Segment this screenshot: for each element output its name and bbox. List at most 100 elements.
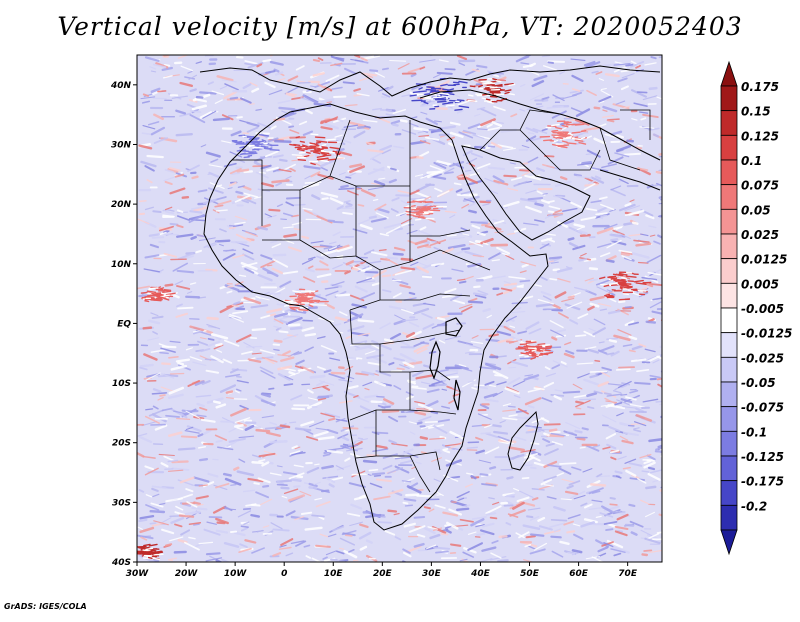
- velocity-streak: [140, 201, 146, 202]
- velocity-streak: [338, 149, 344, 150]
- velocity-patch-streak: [412, 206, 415, 207]
- colorbar-swatch: [721, 111, 737, 136]
- velocity-streak: [622, 277, 626, 278]
- velocity-streak: [373, 473, 384, 474]
- colorbar-label: 0.025: [741, 228, 779, 242]
- colorbar-swatch: [721, 333, 737, 358]
- lon-tick-label: 70E: [618, 569, 638, 579]
- velocity-streak: [649, 468, 654, 469]
- lat-tick-label: 20S: [112, 439, 131, 449]
- velocity-streak: [171, 224, 178, 225]
- velocity-streak: [481, 433, 490, 434]
- velocity-patch-streak: [253, 144, 261, 145]
- velocity-streak: [489, 49, 501, 55]
- velocity-streak: [391, 168, 396, 169]
- velocity-streak: [268, 265, 272, 266]
- velocity-patch-streak: [407, 215, 413, 216]
- velocity-streak: [472, 425, 481, 426]
- velocity-streak: [548, 215, 562, 216]
- velocity-streak: [445, 69, 454, 70]
- velocity-streak: [344, 444, 348, 445]
- lon-tick-label: 20E: [373, 569, 393, 579]
- colorbar-label: -0.05: [741, 376, 776, 390]
- velocity-streak: [269, 210, 279, 211]
- velocity-patch-streak: [609, 276, 616, 277]
- velocity-streak: [178, 308, 192, 309]
- velocity-patch-streak: [546, 346, 552, 347]
- velocity-streak: [423, 277, 431, 278]
- velocity-streak: [166, 544, 171, 545]
- velocity-streak: [462, 248, 469, 249]
- velocity-patch-streak: [149, 558, 152, 559]
- velocity-streak: [441, 534, 447, 535]
- colorbar-swatch: [721, 283, 737, 308]
- velocity-streak: [178, 363, 182, 364]
- velocity-streak: [605, 393, 611, 394]
- lon-tick-label: 20W: [175, 569, 199, 579]
- velocity-streak: [497, 80, 505, 81]
- velocity-streak: [290, 372, 295, 374]
- velocity-streak: [392, 371, 402, 372]
- velocity-patch-streak: [330, 152, 334, 153]
- velocity-patch-streak: [270, 150, 279, 151]
- velocity-streak: [422, 452, 426, 453]
- velocity-streak: [152, 393, 166, 394]
- velocity-streak: [434, 547, 449, 548]
- velocity-streak: [576, 408, 580, 409]
- velocity-streak: [438, 318, 444, 320]
- velocity-streak: [591, 371, 607, 372]
- velocity-streak: [417, 409, 428, 410]
- velocity-patch-streak: [322, 145, 325, 146]
- velocity-streak: [551, 537, 560, 538]
- velocity-streak: [207, 553, 220, 554]
- velocity-streak: [244, 509, 250, 510]
- velocity-streak: [191, 111, 201, 112]
- colorbar-swatch: [721, 308, 737, 333]
- velocity-streak: [608, 120, 614, 121]
- velocity-streak: [311, 86, 315, 87]
- velocity-streak: [477, 129, 487, 130]
- velocity-streak: [346, 177, 351, 178]
- velocity-streak: [183, 197, 188, 198]
- velocity-streak: [588, 407, 594, 408]
- velocity-streak: [448, 235, 456, 236]
- velocity-streak: [636, 244, 650, 246]
- colorbar-label: 0.125: [741, 129, 779, 143]
- velocity-patch-streak: [438, 101, 446, 102]
- velocity-streak: [385, 340, 391, 341]
- velocity-streak: [186, 297, 199, 298]
- velocity-streak: [238, 170, 248, 171]
- velocity-streak: [489, 335, 497, 337]
- velocity-streak: [380, 250, 387, 251]
- velocity-streak: [153, 237, 164, 238]
- velocity-streak: [489, 146, 495, 147]
- velocity-streak: [529, 133, 534, 134]
- velocity-patch-streak: [564, 124, 569, 125]
- velocity-streak: [314, 60, 319, 61]
- velocity-streak: [469, 211, 475, 212]
- velocity-streak: [374, 200, 378, 201]
- velocity-streak: [607, 261, 613, 262]
- velocity-streak: [273, 529, 288, 530]
- velocity-streak: [209, 339, 214, 340]
- velocity-patch-streak: [627, 287, 630, 288]
- velocity-streak: [375, 515, 384, 516]
- velocity-streak: [312, 515, 324, 516]
- velocity-streak: [269, 388, 274, 389]
- velocity-patch-streak: [576, 124, 584, 125]
- colorbar-swatch: [721, 505, 737, 530]
- velocity-streak: [341, 186, 347, 187]
- velocity-streak: [543, 194, 547, 195]
- velocity-streak: [190, 211, 201, 212]
- colorbar-swatch: [721, 209, 737, 234]
- velocity-streak: [619, 301, 624, 302]
- velocity-streak: [263, 60, 270, 61]
- velocity-patch-streak: [298, 160, 305, 161]
- velocity-streak: [388, 511, 396, 512]
- velocity-streak: [599, 342, 604, 343]
- velocity-streak: [569, 238, 573, 239]
- velocity-streak: [650, 88, 656, 89]
- velocity-patch-streak: [408, 202, 415, 203]
- velocity-streak: [622, 254, 629, 255]
